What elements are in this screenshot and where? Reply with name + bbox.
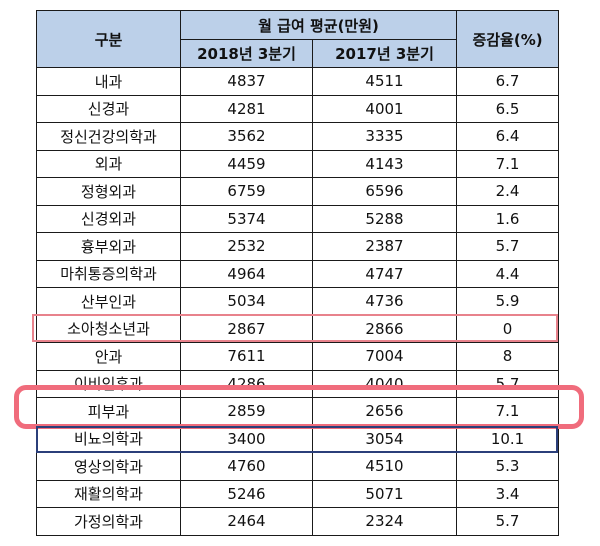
row-department: 정형외과 [36,177,181,206]
row-department: 피부과 [36,397,181,426]
row-change-rate: 10.1 [456,424,560,453]
row-salary-2018: 7611 [180,342,313,371]
row-change-rate: 1.6 [456,204,560,233]
row-salary-2018: 2464 [180,507,313,536]
row-department: 비뇨의학과 [36,424,181,453]
row-salary-2017: 3335 [311,122,458,151]
row-salary-2017: 2324 [311,507,458,536]
row-change-rate: 5.7 [456,507,560,536]
row-change-rate: 7.1 [456,397,560,426]
row-change-rate: 5.7 [456,369,560,398]
table-row: 소아청소년과 2867 2866 0 [36,314,560,343]
header-2017-q3: 2017년 3분기 [311,39,458,68]
header-category: 구분 [36,10,181,68]
row-salary-2018: 4459 [180,149,313,178]
row-salary-2018: 5246 [180,479,313,508]
table-row: 피부과 2859 2656 7.1 [36,397,560,426]
table-row: 비뇨의학과 3400 3054 10.1 [36,424,560,453]
row-department: 신경외과 [36,204,181,233]
row-salary-2018: 2867 [180,314,313,343]
row-salary-2017: 6596 [311,177,458,206]
row-department: 영상의학과 [36,452,181,481]
row-change-rate: 5.7 [456,232,560,261]
row-change-rate: 5.9 [456,287,560,316]
row-department: 마취통증의학과 [36,259,181,288]
row-change-rate: 2.4 [456,177,560,206]
row-department: 이비인후과 [36,369,181,398]
row-salary-2017: 4143 [311,149,458,178]
row-salary-2017: 4040 [311,369,458,398]
row-department: 외과 [36,149,181,178]
row-salary-2018: 4837 [180,67,313,96]
row-salary-2017: 4747 [311,259,458,288]
row-department: 흉부외과 [36,232,181,261]
row-salary-2017: 2866 [311,314,458,343]
row-salary-2017: 5288 [311,204,458,233]
table-row: 신경과 4281 4001 6.5 [36,94,560,123]
row-salary-2017: 4510 [311,452,458,481]
row-change-rate: 3.4 [456,479,560,508]
row-department: 신경과 [36,94,181,123]
row-salary-2017: 4736 [311,287,458,316]
table-header: 구분 월 급여 평균(만원) 증감율(%) 2018년 3분기 2017년 3분… [36,10,560,68]
table-row: 신경외과 5374 5288 1.6 [36,204,560,233]
row-department: 소아청소년과 [36,314,181,343]
row-salary-2018: 3562 [180,122,313,151]
table-row: 정형외과 6759 6596 2.4 [36,177,560,206]
salary-table-container: 구분 월 급여 평균(만원) 증감율(%) 2018년 3분기 2017년 3분… [36,10,560,536]
row-salary-2018: 4286 [180,369,313,398]
row-salary-2017: 2387 [311,232,458,261]
row-salary-2018: 4964 [180,259,313,288]
table-row: 내과 4837 4511 6.7 [36,67,560,96]
row-salary-2018: 2859 [180,397,313,426]
table-row: 외과 4459 4143 7.1 [36,149,560,178]
row-change-rate: 4.4 [456,259,560,288]
salary-table: 구분 월 급여 평균(만원) 증감율(%) 2018년 3분기 2017년 3분… [36,10,560,536]
table-row: 안과 7611 7004 8 [36,342,560,371]
table-body: 내과 4837 4511 6.7 신경과 4281 4001 6.5 정신건강의학과 3562… [36,67,560,536]
table-row: 산부인과 5034 4736 5.9 [36,287,560,316]
row-change-rate: 0 [456,314,560,343]
row-change-rate: 5.3 [456,452,560,481]
row-change-rate: 8 [456,342,560,371]
row-salary-2018: 5034 [180,287,313,316]
row-department: 안과 [36,342,181,371]
row-change-rate: 6.7 [456,67,560,96]
table-row: 영상의학과 4760 4510 5.3 [36,452,560,481]
row-change-rate: 7.1 [456,149,560,178]
table-row: 마취통증의학과 4964 4747 4.4 [36,259,560,288]
row-salary-2018: 3400 [180,424,313,453]
row-salary-2017: 7004 [311,342,458,371]
row-salary-2017: 5071 [311,479,458,508]
row-salary-2018: 4760 [180,452,313,481]
table-row: 재활의학과 5246 5071 3.4 [36,479,560,508]
row-salary-2017: 2656 [311,397,458,426]
table-row: 흉부외과 2532 2387 5.7 [36,232,560,261]
row-department: 재활의학과 [36,479,181,508]
row-department: 산부인과 [36,287,181,316]
row-department: 가정의학과 [36,507,181,536]
row-department: 내과 [36,67,181,96]
row-salary-2017: 4001 [311,94,458,123]
header-change-rate: 증감율(%) [456,10,560,68]
header-monthly-salary-average: 월 급여 평균(만원) [179,10,458,40]
row-salary-2018: 2532 [180,232,313,261]
row-salary-2017: 3054 [311,424,458,453]
row-salary-2018: 4281 [180,94,313,123]
header-2018-q3: 2018년 3분기 [180,39,313,68]
row-change-rate: 6.5 [456,94,560,123]
row-salary-2018: 6759 [180,177,313,206]
table-row: 이비인후과 4286 4040 5.7 [36,369,560,398]
row-change-rate: 6.4 [456,122,560,151]
row-salary-2018: 5374 [180,204,313,233]
table-row: 가정의학과 2464 2324 5.7 [36,507,560,536]
table-row: 정신건강의학과 3562 3335 6.4 [36,122,560,151]
row-department: 정신건강의학과 [36,122,181,151]
row-salary-2017: 4511 [311,67,458,96]
